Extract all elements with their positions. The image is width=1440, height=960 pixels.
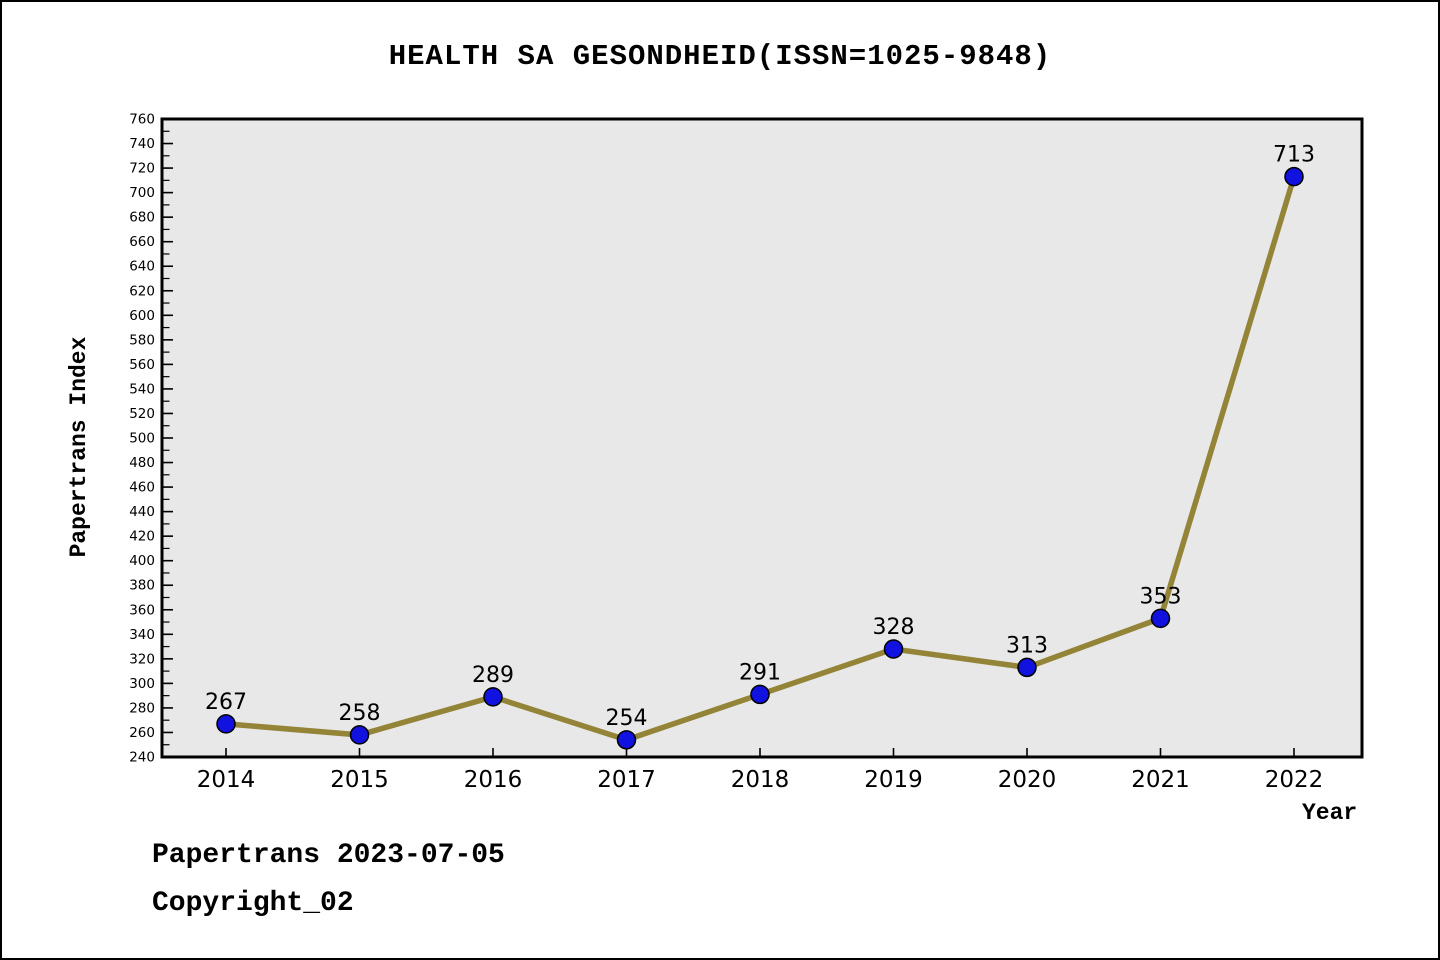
y-tick-label: 260: [129, 725, 155, 741]
x-tick-label: 2022: [1265, 767, 1324, 793]
x-tick-label: 2016: [464, 767, 523, 793]
data-point: [1150, 608, 1171, 629]
data-point-label: 267: [205, 690, 247, 715]
line-chart-plot: 240 260 280 300 320 340 360 380 400 420 440 460 480 5…: [129, 112, 1364, 793]
y-tick-label: 280: [129, 700, 155, 716]
data-point-label: 258: [339, 701, 381, 726]
y-tick-label: 620: [129, 283, 155, 299]
plot-area: [160, 117, 1364, 759]
data-point: [483, 687, 503, 707]
data-point: [349, 725, 370, 745]
y-tick-label: 440: [129, 504, 155, 520]
y-tick-label: 480: [129, 455, 155, 471]
data-point-label: 328: [873, 615, 915, 640]
data-point-label: 713: [1273, 143, 1315, 168]
y-tick-label: 420: [129, 529, 155, 545]
y-tick-label: 340: [129, 627, 155, 643]
y-tick-label: 400: [129, 553, 155, 569]
x-tick-label: 2019: [864, 767, 923, 793]
data-point-label: 254: [606, 706, 648, 731]
y-tick-label: 500: [129, 431, 155, 447]
data-point: [883, 639, 904, 659]
footer-copyright: Copyright_02: [152, 888, 354, 919]
data-point: [616, 730, 637, 750]
data-point: [1284, 166, 1304, 187]
y-axis-label: Papertrans Index: [66, 336, 92, 558]
y-tick-label: 300: [129, 676, 155, 692]
y-tick-label: 560: [129, 357, 155, 373]
y-tick-label: 740: [129, 136, 155, 152]
x-tick-label: 2018: [731, 767, 790, 793]
data-point: [1017, 657, 1037, 678]
y-tick-label: 700: [129, 185, 155, 201]
data-point-label: 289: [472, 663, 514, 688]
y-tick-label: 720: [129, 161, 155, 177]
y-tick-label: 640: [129, 259, 155, 275]
y-tick-label: 760: [129, 112, 155, 128]
chart-title: HEALTH SA GESONDHEID(ISSN=1025-9848): [388, 40, 1052, 73]
data-point-label: 353: [1140, 584, 1182, 609]
y-tick-label: 600: [129, 308, 155, 324]
y-tick-label: 660: [129, 234, 155, 250]
y-tick-label: 360: [129, 602, 155, 618]
data-point-label: 313: [1006, 633, 1048, 658]
x-tick-label: 2014: [197, 767, 256, 793]
y-tick-label: 320: [129, 651, 155, 667]
x-tick-label: 2017: [597, 767, 656, 793]
x-tick-label: 2021: [1131, 767, 1190, 793]
footer-source-date: Papertrans 2023-07-05: [152, 840, 505, 871]
data-point: [750, 684, 770, 705]
y-tick-label: 380: [129, 578, 155, 594]
y-tick-label: 680: [129, 210, 155, 226]
y-tick-label: 520: [129, 406, 155, 422]
x-axis-label: Year: [1302, 800, 1358, 826]
data-point-label: 291: [739, 660, 781, 685]
y-tick-label: 460: [129, 480, 155, 496]
y-tick-label: 580: [129, 332, 155, 348]
x-tick-label: 2015: [330, 767, 389, 793]
data-point: [216, 714, 236, 734]
y-tick-label: 540: [129, 381, 155, 397]
y-tick-label: 240: [129, 750, 155, 766]
x-tick-label: 2020: [998, 767, 1057, 793]
